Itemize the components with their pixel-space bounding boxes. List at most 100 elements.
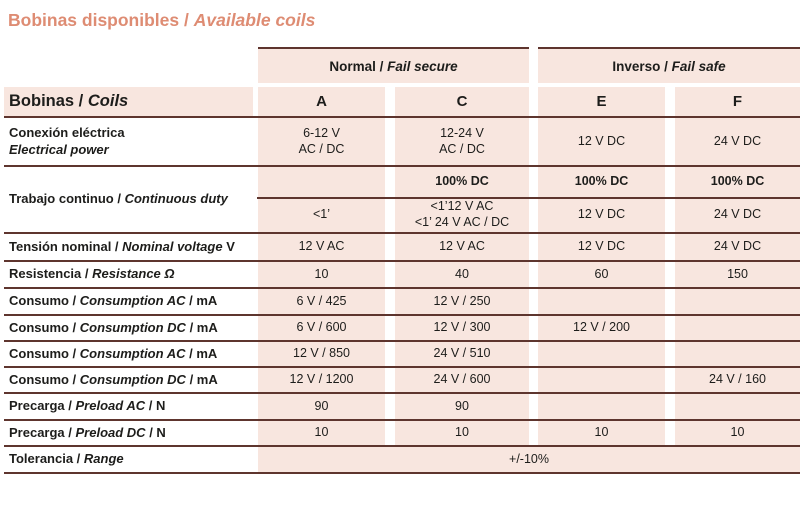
cell-f: 24 V / 160: [675, 368, 800, 392]
row-label-en: Consumption DC: [79, 319, 186, 335]
row-label-en: Continuous duty: [124, 191, 228, 207]
cell-e: 10: [538, 421, 665, 445]
cell-e-duty: 100% DC: [538, 167, 665, 197]
cell-c-line1: 12-24 V: [440, 126, 484, 141]
row-label: Trabajo continuo / Continuous duty: [4, 167, 253, 232]
row-label-suffix: / mA: [189, 345, 218, 361]
page-title: Bobinas disponibles / Available coils: [8, 10, 809, 30]
cell-a: 6 V / 425: [258, 289, 385, 314]
cell-f: 150: [675, 262, 800, 287]
row-label-en: Preload AC: [75, 398, 146, 414]
group-inverso-es: Inverso /: [612, 58, 668, 74]
cell-a: 10: [258, 262, 385, 287]
row-consumption-ac-high: Consumo / Consumption AC / mA 12 V / 850…: [4, 342, 800, 368]
row-continuous-duty: Trabajo continuo / Continuous duty 100% …: [4, 167, 800, 234]
cell-a: 12 V AC: [258, 234, 385, 260]
cell-c-line2: <1’ 24 V AC / DC: [414, 214, 510, 229]
cell-c: <1’12 V AC <1’ 24 V AC / DC: [395, 197, 529, 232]
row-label-es: Precarga /: [9, 424, 72, 440]
row-label-en: Resistance Ω: [92, 266, 175, 282]
cell-a: 12 V / 850: [258, 342, 385, 366]
subrow-divider: [257, 197, 800, 199]
cell-a-line1: 6-12 V: [303, 126, 340, 141]
row-label-en: Preload DC: [75, 424, 146, 440]
row-label-en: Nominal voltage: [122, 238, 223, 254]
cell-f: 10: [675, 421, 800, 445]
row-label: Precarga / Preload DC / N: [4, 421, 253, 445]
row-label: Precarga / Preload AC / N: [4, 394, 253, 419]
row-preload-ac: Precarga / Preload AC / N 90 90: [4, 394, 800, 421]
cell-c: 24 V / 600: [395, 368, 529, 392]
group-header-inverso: Inverso / Fail safe: [538, 47, 800, 83]
row-label: Consumo / Consumption DC / mA: [4, 316, 253, 340]
row-label-es: Tensión nominal /: [9, 238, 119, 254]
row-tolerance: Tolerancia / Range +/-10%: [4, 447, 800, 474]
row-label-suffix: V: [226, 238, 235, 254]
column-header-row: Bobinas / Coils A C E F: [4, 87, 800, 118]
row-label: Tensión nominal / Nominal voltage V: [4, 234, 253, 260]
row-nominal-voltage: Tensión nominal / Nominal voltage V 12 V…: [4, 234, 800, 262]
cell-e: 12 V / 200: [538, 316, 665, 340]
cell-f: 24 V DC: [675, 197, 800, 232]
group-header-normal: Normal / Fail secure: [258, 47, 529, 83]
cell-e: 60: [538, 262, 665, 287]
row-label-suffix: / N: [149, 424, 166, 440]
page-title-es: Bobinas disponibles /: [8, 10, 189, 30]
cell-f: [675, 342, 800, 366]
column-header-a: A: [258, 87, 385, 116]
coils-spec-table: Normal / Fail secure Inverso / Fail safe…: [4, 47, 800, 474]
row-label-es: Trabajo continuo /: [9, 191, 121, 207]
row-label: Consumo / Consumption DC / mA: [4, 368, 253, 392]
row-label: Conexión eléctrica Electrical power: [4, 118, 253, 165]
cell-f: 24 V DC: [675, 118, 800, 165]
cell-e: 12 V DC: [538, 234, 665, 260]
group-inverso-en: Fail safe: [671, 58, 726, 74]
cell-c-duty: 100% DC: [395, 167, 529, 197]
row-consumption-ac-low: Consumo / Consumption AC / mA 6 V / 425 …: [4, 289, 800, 316]
cell-tolerance-merged: +/-10%: [258, 447, 800, 472]
cell-a: <1’: [258, 197, 385, 232]
row-label-es: Resistencia /: [9, 266, 89, 282]
row-label-es: Tolerancia /: [9, 451, 81, 467]
cell-c: 12 V / 300: [395, 316, 529, 340]
row-label: Consumo / Consumption AC / mA: [4, 342, 253, 366]
cell-e: 12 V DC: [538, 118, 665, 165]
cell-c: 12 V / 250: [395, 289, 529, 314]
cell-e: [538, 342, 665, 366]
column-header-e: E: [538, 87, 665, 116]
row-label-es: Consumo /: [9, 319, 77, 335]
row-label-en: Range: [83, 451, 124, 467]
cell-c-line2: AC / DC: [439, 141, 485, 156]
cell-c-line1: <1’12 V AC: [430, 199, 494, 214]
cell-a: 6-12 V AC / DC: [258, 118, 385, 165]
cell-f: [675, 394, 800, 419]
cell-c: 90: [395, 394, 529, 419]
cell-c: 24 V / 510: [395, 342, 529, 366]
row-consumption-dc-high: Consumo / Consumption DC / mA 12 V / 120…: [4, 368, 800, 394]
row-label-es: Precarga /: [9, 398, 72, 414]
row-preload-dc: Precarga / Preload DC / N 10 10 10 10: [4, 421, 800, 447]
cell-a: 12 V / 1200: [258, 368, 385, 392]
row-label-suffix: / mA: [189, 319, 218, 335]
group-header-row: Normal / Fail secure Inverso / Fail safe: [4, 47, 800, 83]
row-electrical-power: Conexión eléctrica Electrical power 6-12…: [4, 118, 800, 167]
cell-f-duty: 100% DC: [675, 167, 800, 197]
row-label-es: Consumo /: [9, 371, 77, 387]
row-label-suffix: / mA: [189, 293, 218, 309]
row-label-suffix: / mA: [189, 371, 218, 387]
row-consumption-dc-low: Consumo / Consumption DC / mA 6 V / 600 …: [4, 316, 800, 342]
cell-c: 40: [395, 262, 529, 287]
page-title-en: Available coils: [193, 10, 316, 30]
cell-c: 12 V AC: [395, 234, 529, 260]
cell-f: [675, 316, 800, 340]
cell-e: [538, 368, 665, 392]
row-label-en: Electrical power: [9, 141, 109, 157]
row-label-es: Consumo /: [9, 345, 77, 361]
cell-a: 10: [258, 421, 385, 445]
row-label-es: Consumo /: [9, 293, 77, 309]
cell-c: 10: [395, 421, 529, 445]
row-label: Consumo / Consumption AC / mA: [4, 289, 253, 314]
cell-a: 6 V / 600: [258, 316, 385, 340]
cell-e: 12 V DC: [538, 197, 665, 232]
row-label-en: Consumption AC: [79, 345, 186, 361]
